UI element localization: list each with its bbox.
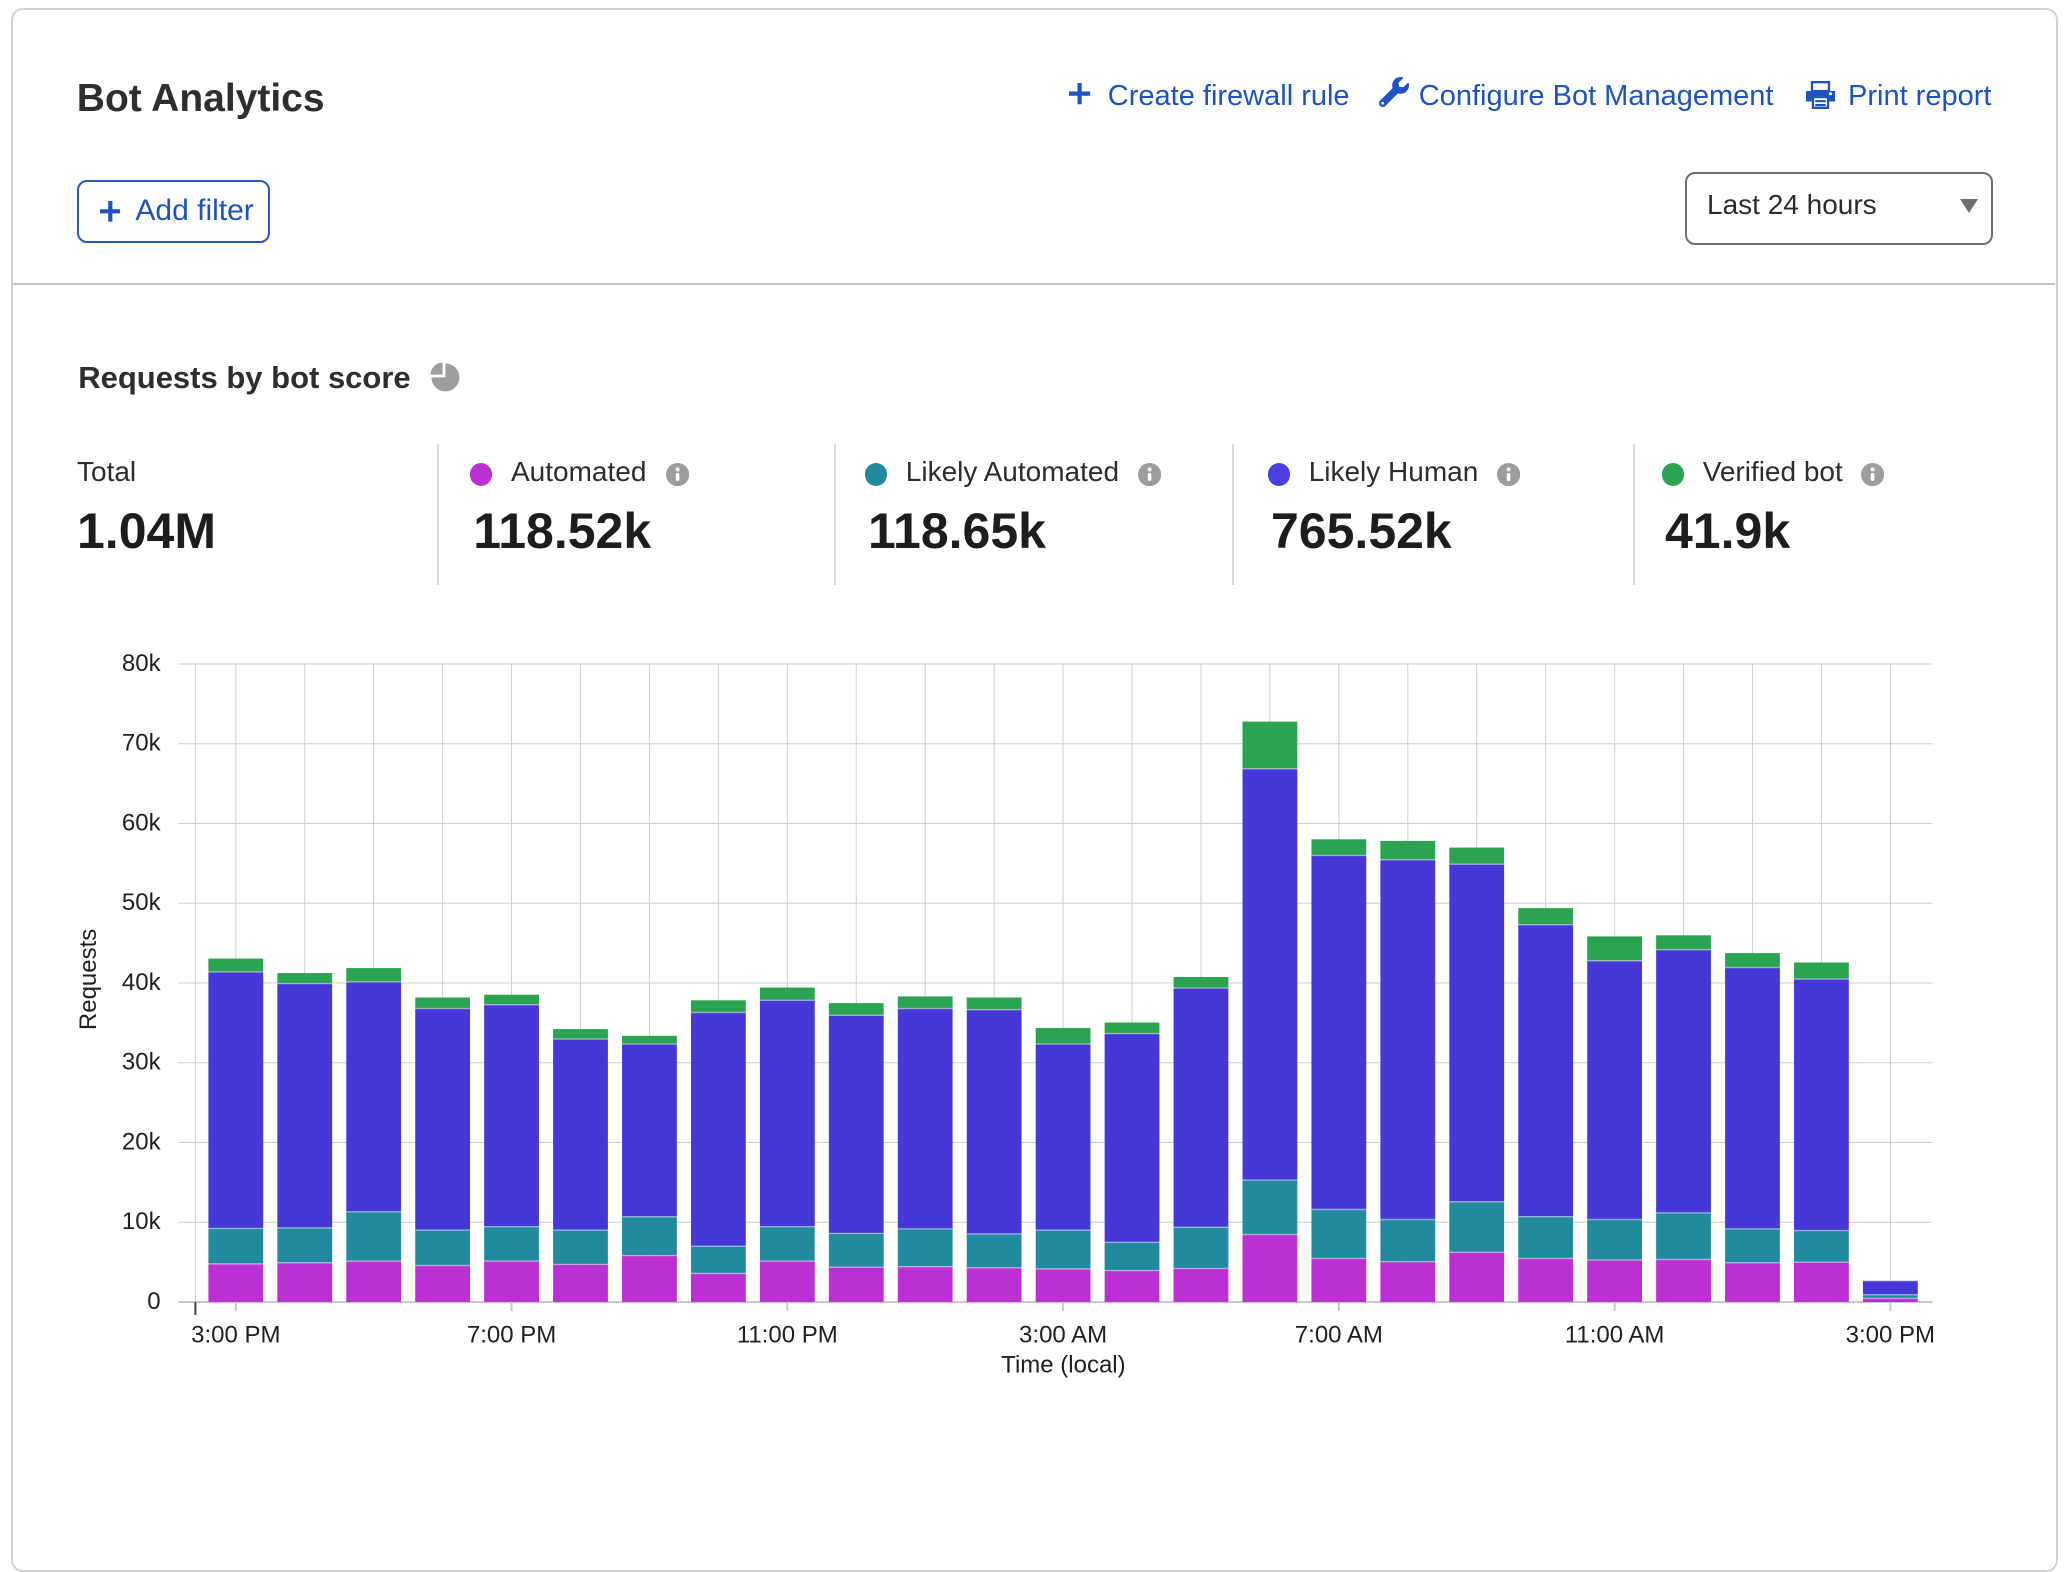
svg-text:Time (local): Time (local)	[1001, 1352, 1125, 1379]
svg-text:60k: 60k	[122, 809, 162, 836]
svg-text:3:00 PM: 3:00 PM	[191, 1321, 280, 1348]
svg-text:0: 0	[147, 1288, 160, 1315]
svg-text:10k: 10k	[122, 1208, 162, 1235]
svg-text:80k: 80k	[122, 650, 162, 677]
svg-text:50k: 50k	[122, 889, 162, 916]
svg-text:40k: 40k	[122, 969, 162, 996]
svg-text:Requests: Requests	[75, 929, 102, 1030]
svg-text:7:00 AM: 7:00 AM	[1295, 1321, 1383, 1348]
svg-text:70k: 70k	[122, 730, 162, 757]
svg-text:30k: 30k	[122, 1049, 162, 1076]
svg-text:7:00 PM: 7:00 PM	[467, 1321, 556, 1348]
svg-text:3:00 PM: 3:00 PM	[1846, 1321, 1935, 1348]
svg-text:11:00 PM: 11:00 PM	[737, 1321, 838, 1348]
svg-text:11:00 AM: 11:00 AM	[1565, 1321, 1665, 1348]
svg-text:20k: 20k	[122, 1128, 162, 1155]
svg-text:3:00 AM: 3:00 AM	[1019, 1321, 1107, 1348]
